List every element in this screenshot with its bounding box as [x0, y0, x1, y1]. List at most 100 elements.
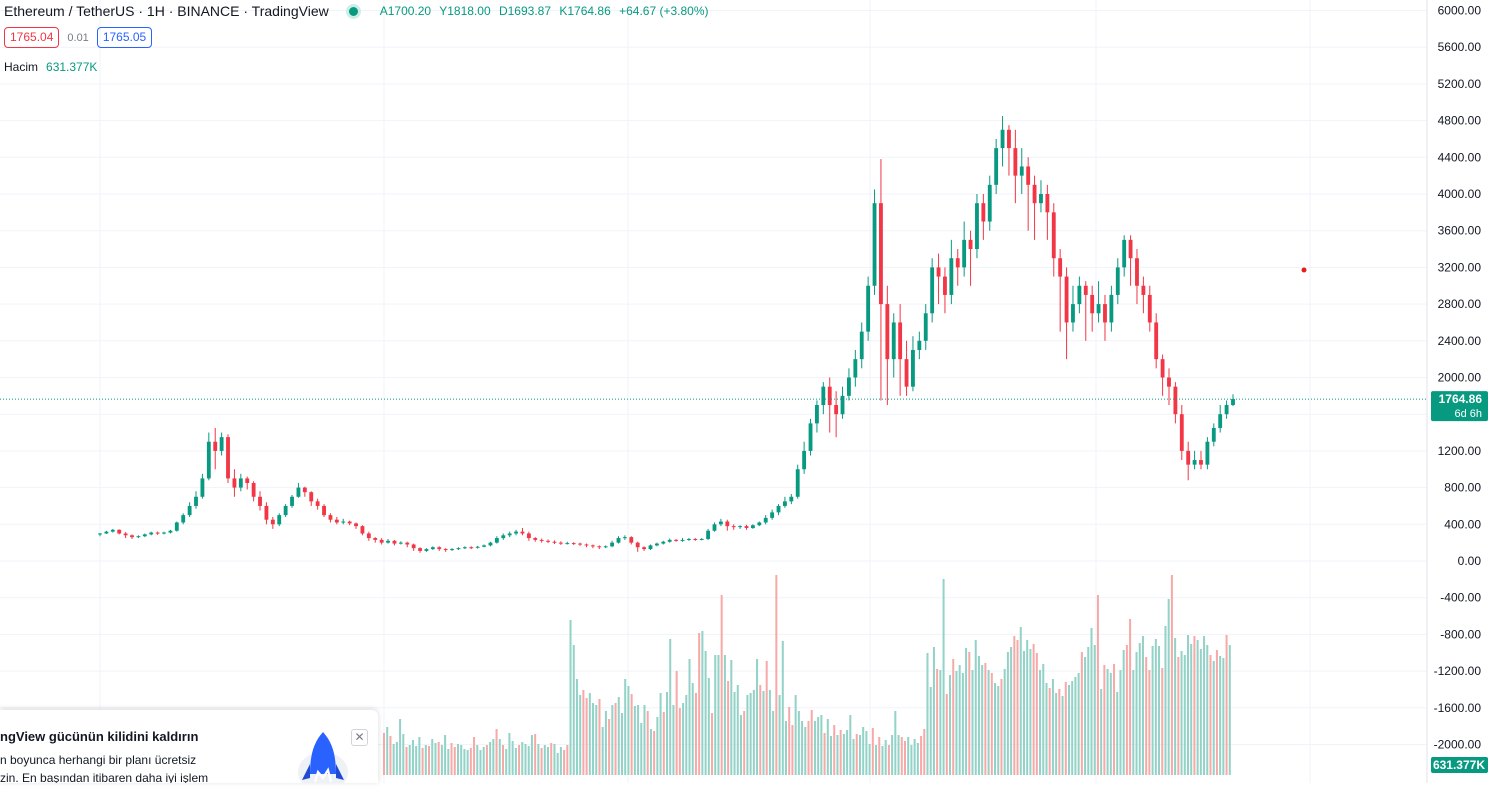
candle-body — [1205, 441, 1210, 465]
close-icon[interactable]: ✕ — [351, 729, 368, 746]
sell-price-button[interactable]: 1765.04 — [4, 27, 60, 48]
candle-body — [987, 184, 992, 222]
volume-bar — [971, 670, 974, 775]
volume-bar — [421, 748, 424, 775]
candle-body — [155, 532, 160, 534]
volume-bar — [1190, 644, 1193, 775]
volume-bar — [537, 744, 540, 775]
candle-body — [162, 532, 166, 534]
volume-bar — [833, 725, 836, 775]
candle-body — [1179, 414, 1184, 451]
volume-bar — [530, 735, 533, 775]
buy-price-button[interactable]: 1765.05 — [96, 27, 153, 48]
candle-body — [776, 505, 781, 513]
candle-body — [258, 496, 262, 506]
volume-bar — [1029, 649, 1032, 775]
volume-bar — [875, 745, 878, 775]
candle-body — [142, 534, 147, 537]
volume-bar — [1193, 636, 1196, 775]
volume-bar — [1206, 645, 1209, 775]
volume-bar — [543, 745, 546, 775]
volume-bar — [727, 681, 730, 775]
volume-legend[interactable]: Hacim 631.377K — [4, 60, 97, 74]
volume-bar — [916, 743, 919, 775]
volume-bar — [1061, 696, 1064, 775]
candle-body — [968, 239, 973, 250]
volume-bar — [550, 743, 553, 775]
candles — [98, 116, 1235, 553]
candle-body — [283, 505, 288, 516]
volume-bar — [955, 671, 958, 775]
volume-bars — [383, 575, 1231, 775]
ohlc-low: D1693.87 — [498, 4, 552, 18]
candle-body — [648, 545, 653, 550]
volume-bar — [836, 735, 839, 775]
volume-bar — [897, 735, 900, 775]
volume-bar — [923, 729, 926, 775]
candle-body — [462, 547, 467, 549]
candle-body — [366, 533, 371, 539]
price-axis-label: -400.00 — [1440, 591, 1481, 605]
candle-body — [360, 526, 365, 534]
volume-bar — [765, 661, 768, 775]
volume-bar — [466, 750, 469, 775]
volume-bar — [1026, 640, 1029, 775]
candle-body — [136, 536, 141, 538]
volume-bar — [460, 745, 463, 775]
volume-bar — [846, 730, 849, 775]
candle-body — [277, 515, 282, 525]
volume-bar — [788, 707, 791, 775]
candle-body — [1199, 460, 1203, 465]
volume-bar — [1048, 688, 1051, 775]
upgrade-promo-popup[interactable]: ngView gücünün kilidini kaldırın n boyun… — [0, 710, 378, 783]
volume-badge-value: 631.377K — [1433, 758, 1485, 772]
volume-bar — [849, 715, 852, 775]
candle-body — [219, 437, 224, 451]
volume-bar — [614, 703, 617, 775]
candle-body — [1224, 405, 1229, 415]
volume-bar — [392, 744, 395, 775]
last-price-label — [1431, 391, 1488, 422]
candle-body — [712, 524, 717, 531]
volume-bar — [878, 737, 881, 775]
volume-bar — [939, 670, 942, 775]
volume-bar — [630, 694, 633, 775]
volume-bar — [646, 711, 649, 775]
candle-body — [206, 441, 211, 479]
symbol-title[interactable]: Ethereum / TetherUS · 1H · BINANCE · Tra… — [4, 3, 329, 19]
candle-body — [475, 546, 480, 548]
candle-body — [1154, 322, 1159, 360]
volume-bar — [1042, 664, 1045, 775]
candle-body — [315, 501, 320, 506]
candle-body — [328, 515, 333, 520]
volume-bar — [791, 725, 794, 775]
volume-bar — [981, 665, 984, 775]
volume-bar — [424, 745, 427, 775]
candle-body — [290, 496, 294, 506]
candle-body — [834, 405, 839, 415]
candle-body — [117, 529, 122, 534]
volume-bar — [842, 734, 845, 775]
volume-bar — [987, 670, 990, 775]
volume-bar — [1228, 645, 1231, 775]
volume-bar — [1219, 656, 1222, 775]
candle-body — [264, 505, 269, 520]
volume-bar — [620, 713, 623, 775]
candle-body — [1128, 239, 1133, 259]
volume-bar — [389, 736, 392, 775]
volume-bar — [1135, 652, 1138, 775]
volume-bar — [1084, 657, 1087, 775]
volume-bar — [624, 679, 627, 775]
volume-bar — [482, 747, 485, 775]
volume-bar — [952, 659, 955, 775]
candle-body — [923, 313, 928, 341]
volume-bar — [1003, 669, 1006, 775]
market-status-dot-icon[interactable] — [348, 6, 358, 16]
volume-bar — [820, 715, 823, 775]
candle-body — [181, 515, 186, 523]
candle-body — [1032, 184, 1037, 204]
volume-bar — [1180, 651, 1183, 775]
price-axis-label: 800.00 — [1444, 481, 1481, 495]
